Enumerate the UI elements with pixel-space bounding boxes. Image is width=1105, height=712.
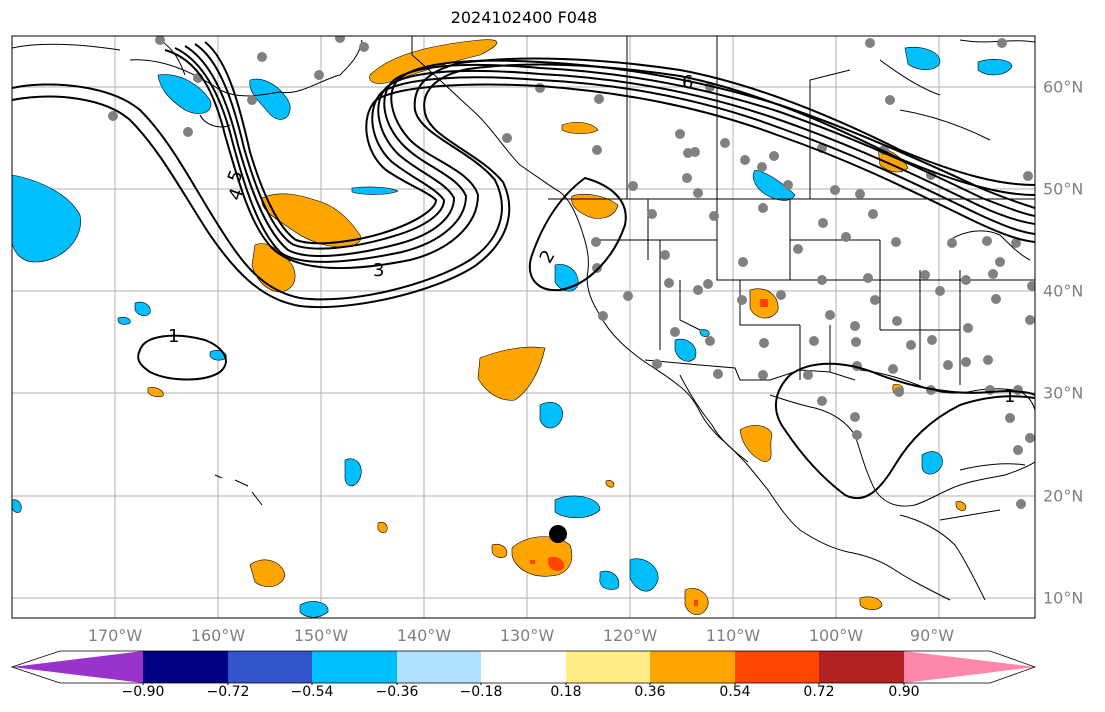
map-title: 2024102400 F048 (450, 8, 598, 27)
colorbar-tick-label: 0.72 (803, 684, 835, 700)
coastlines-and-borders (12, 36, 1035, 601)
contour-label-1-pacific: 1 (168, 326, 179, 347)
colorbar (10, 650, 1037, 685)
colorbar-tick-label: −0.54 (290, 684, 334, 700)
contour-label-2: 2 (536, 247, 560, 267)
colorbar-extend-low (12, 651, 143, 683)
colorbar-tick-label: −0.36 (375, 684, 419, 700)
lat-label: 20°N (1043, 486, 1084, 506)
colorbar-tick-label: −0.18 (459, 684, 503, 700)
colorbar-tick-label: 0.36 (634, 684, 666, 700)
colorbar-segment (397, 651, 481, 683)
colorbar-tick-label: −0.90 (121, 684, 165, 700)
negative-anomaly-areas (12, 46, 1013, 618)
lon-label: 150°W (293, 626, 349, 645)
lon-label: 100°W (808, 626, 864, 645)
lat-lon-grid (12, 36, 1035, 618)
colorbar-segment (566, 651, 650, 683)
colorbar-segment (819, 651, 904, 683)
lat-label: 50°N (1043, 179, 1084, 199)
lat-label: 10°N (1043, 588, 1084, 608)
colorbar-segment (650, 651, 735, 683)
map-canvas: 5 4 3 2 1 6 1 (11, 35, 1036, 619)
contour-label-6: 6 (682, 72, 693, 93)
height-contours (12, 41, 1035, 500)
map-frame (11, 35, 1036, 619)
colorbar-segment (312, 651, 397, 683)
colorbar-segment (228, 651, 312, 683)
lon-label: 120°W (602, 626, 658, 645)
lon-label: 160°W (190, 626, 246, 645)
colorbar-segment (735, 651, 819, 683)
colorbar-tick-label: 0.54 (719, 684, 751, 700)
lat-label: 30°N (1043, 383, 1084, 403)
lat-label: 60°N (1043, 77, 1084, 97)
colorbar-tick-label: 0.90 (888, 684, 920, 700)
colorbar-tick-label: −0.72 (206, 684, 250, 700)
contour-label-4: 4 (225, 185, 249, 203)
strong-positive-areas (530, 299, 768, 606)
colorbar-extend-high (904, 651, 1035, 683)
lat-label: 40°N (1043, 281, 1084, 301)
contour-label-3: 3 (373, 260, 384, 281)
colorbar-tick-label: 0.18 (550, 684, 582, 700)
colorbar-segment (143, 651, 228, 683)
lon-label: 110°W (705, 626, 761, 645)
contour-label-1-gulf: 1 (1004, 386, 1015, 407)
lon-label: 170°W (87, 626, 143, 645)
storm-center-marker (549, 525, 567, 543)
lon-label: 90°W (909, 626, 955, 645)
lon-label: 130°W (499, 626, 555, 645)
lon-label: 140°W (396, 626, 452, 645)
colorbar-segment (481, 651, 566, 683)
